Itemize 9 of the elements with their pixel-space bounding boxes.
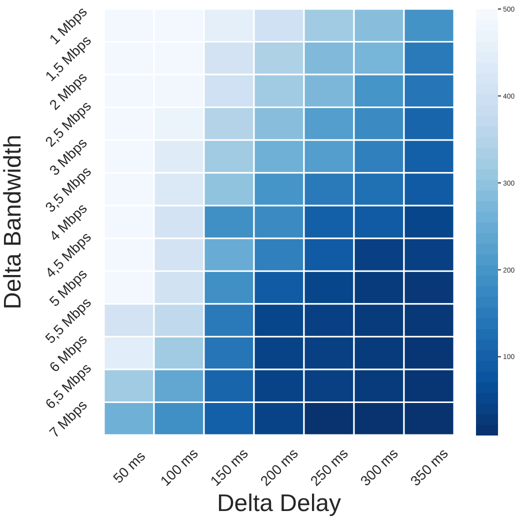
x-tick-label: 150 ms <box>207 445 251 489</box>
x-axis-title: Delta Delay <box>216 490 342 517</box>
x-tick-label: 100 ms <box>157 445 201 489</box>
x-tick-label: 50 ms <box>110 448 148 486</box>
y-axis-title: Delta Bandwidth <box>0 134 27 310</box>
x-tick-label: 250 ms <box>307 445 351 489</box>
x-tick-label: 300 ms <box>357 445 401 489</box>
x-tick-label: 350 ms <box>407 445 451 489</box>
x-tick-label: 200 ms <box>257 445 301 489</box>
